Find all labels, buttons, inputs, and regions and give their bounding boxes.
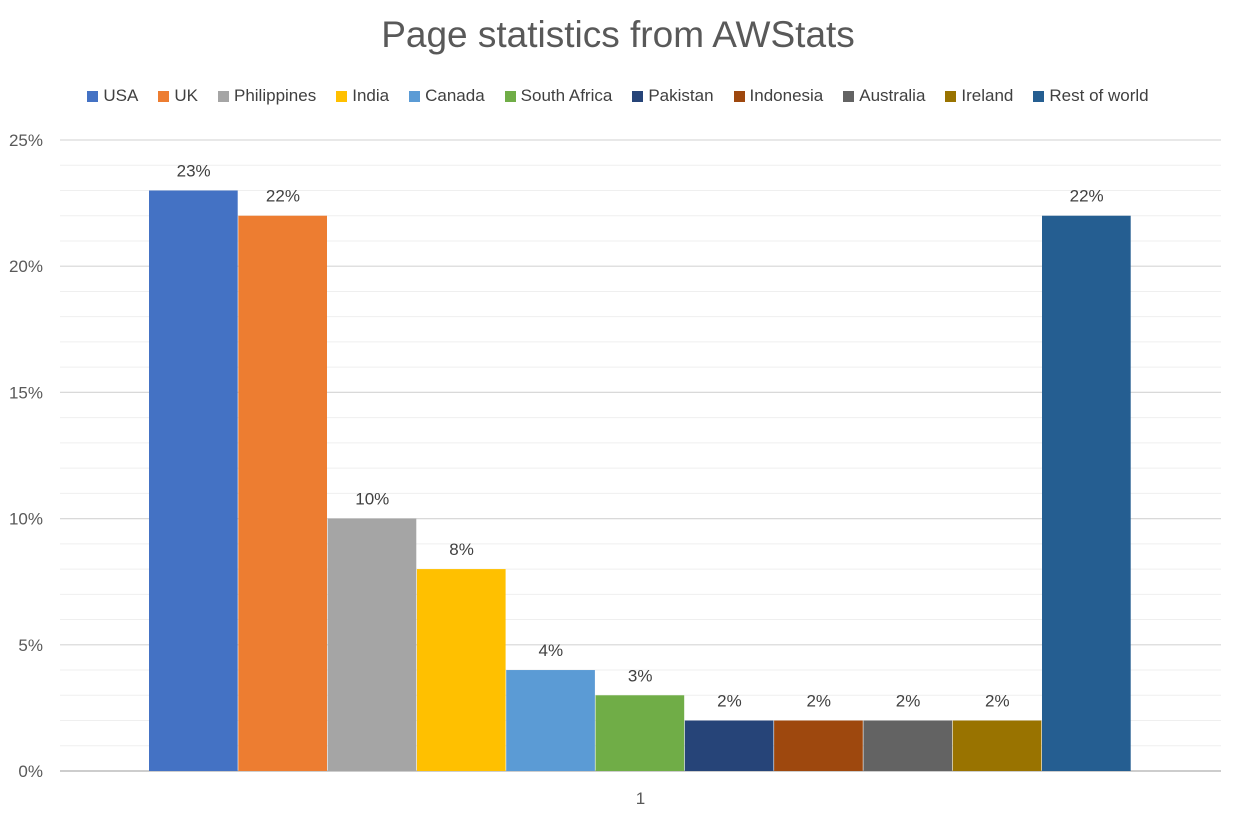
- bar-south-africa: [595, 695, 685, 771]
- legend-label: Canada: [425, 86, 485, 105]
- legend-swatch: [843, 90, 855, 102]
- y-tick-label: 20%: [9, 257, 43, 276]
- legend-swatch: [336, 90, 348, 102]
- legend-label: Rest of world: [1049, 86, 1149, 105]
- legend-label: USA: [103, 86, 139, 105]
- y-tick-label: 25%: [9, 131, 43, 150]
- legend-swatch: [217, 90, 229, 102]
- legend-label: Philippines: [233, 86, 317, 105]
- y-tick-label: 15%: [9, 383, 43, 402]
- legend-swatch: [504, 90, 516, 102]
- bar-usa: [149, 190, 238, 772]
- bar-ireland: [952, 720, 1042, 771]
- data-label: 22%: [1070, 187, 1104, 206]
- bar-australia: [863, 720, 953, 771]
- bar-india: [416, 569, 506, 771]
- bar-rest-of-world: [1042, 215, 1131, 772]
- legend-item: Australia: [843, 86, 925, 106]
- legend-item: South Africa: [504, 86, 613, 106]
- legend-item: Philippines: [217, 86, 317, 106]
- legend-swatch: [945, 90, 957, 102]
- bar-canada: [506, 670, 595, 771]
- legend-label: India: [352, 86, 390, 105]
- bar-uk: [238, 215, 327, 772]
- y-tick-label: 5%: [18, 636, 43, 655]
- data-label: 4%: [539, 641, 564, 660]
- legend-swatch: [733, 90, 745, 102]
- bar-pakistan: [684, 720, 774, 771]
- data-label: 2%: [717, 692, 742, 711]
- legend-swatch: [87, 90, 99, 102]
- legend-label: Australia: [859, 86, 926, 105]
- bar-philippines: [327, 518, 417, 771]
- legend-item: Indonesia: [733, 86, 824, 106]
- legend-label: UK: [174, 86, 198, 105]
- data-label: 2%: [896, 692, 921, 711]
- data-label: 8%: [449, 540, 474, 559]
- legend-item: Pakistan: [632, 86, 714, 106]
- legend-label: Indonesia: [749, 86, 824, 105]
- chart-legend: USA UK Philippines India Canada South Africa P…: [0, 86, 1236, 106]
- legend-item: India: [336, 86, 389, 106]
- data-label: 2%: [806, 692, 831, 711]
- legend-item: UK: [158, 86, 198, 106]
- data-label: 10%: [355, 490, 389, 509]
- data-label: 23%: [177, 161, 211, 180]
- y-tick-label: 0%: [18, 762, 43, 781]
- legend-swatch: [409, 90, 421, 102]
- data-label: 22%: [266, 187, 300, 206]
- legend-swatch: [632, 90, 644, 102]
- legend-item: Ireland: [945, 86, 1013, 106]
- x-tick-label: 1: [636, 789, 645, 808]
- chart-title: Page statistics from AWStats: [381, 14, 855, 55]
- legend-swatch: [158, 90, 170, 102]
- legend-label: South Africa: [520, 86, 613, 105]
- legend-item: USA: [87, 86, 138, 106]
- legend-swatch: [1033, 90, 1045, 102]
- data-label: 3%: [628, 666, 653, 685]
- legend-label: Pakistan: [648, 86, 714, 105]
- legend-item: Canada: [409, 86, 485, 106]
- y-tick-label: 10%: [9, 510, 43, 529]
- legend-label: Ireland: [961, 86, 1014, 105]
- bar-indonesia: [774, 720, 863, 771]
- legend-item: Rest of world: [1033, 86, 1149, 106]
- data-label: 2%: [985, 692, 1010, 711]
